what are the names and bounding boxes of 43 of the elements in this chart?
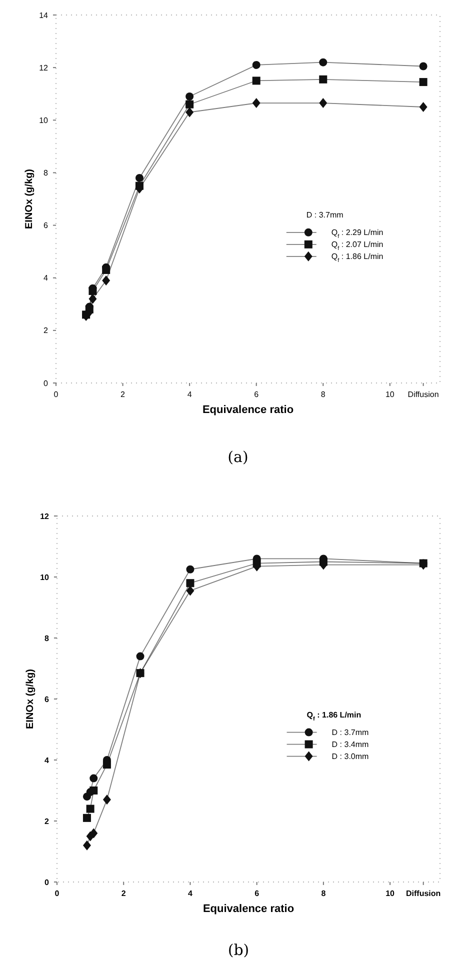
y-tick-label: 4 bbox=[44, 274, 49, 283]
legend-title: Q$_{f}$ : 1.86 L/min bbox=[306, 710, 362, 722]
y-axis-title: EINOx (g/kg) bbox=[24, 168, 35, 230]
x-axis-title: Equivalence ratio bbox=[202, 903, 294, 915]
x-tick-label: 10 bbox=[386, 889, 396, 898]
x-tick-label: 6 bbox=[254, 390, 260, 399]
text: (a) bbox=[228, 448, 248, 466]
x-axis-title: Equivalence ratio bbox=[202, 404, 294, 416]
y-tick-label: 12 bbox=[39, 63, 49, 72]
y-tick-label: 10 bbox=[39, 116, 49, 125]
y-tick-label: 4 bbox=[44, 756, 50, 765]
x-tick-label: 10 bbox=[385, 390, 395, 399]
legend-label: Q$_{f}$ : 2.29 L/min bbox=[331, 228, 384, 240]
x-tick-label: 8 bbox=[320, 390, 326, 399]
y-tick-label: 14 bbox=[39, 10, 49, 20]
y-tick-label: 12 bbox=[40, 512, 50, 521]
legend-label: D : 3.0mm bbox=[332, 752, 370, 762]
y-tick-label: 6 bbox=[44, 694, 50, 704]
legend-label: D : 3.4mm bbox=[332, 740, 370, 750]
y-tick-label: 2 bbox=[44, 816, 50, 826]
text: (b) bbox=[228, 941, 250, 959]
y-tick-label: 10 bbox=[40, 572, 50, 582]
x-tick-label: 4 bbox=[188, 889, 193, 898]
legend-label: Q$_{f}$ : 2.07 L/min bbox=[331, 240, 384, 252]
x-tick-label: 2 bbox=[120, 390, 126, 399]
y-tick-label: 2 bbox=[44, 326, 49, 336]
x-tick-label: Diffusion bbox=[408, 390, 439, 399]
y-tick-label: 6 bbox=[44, 221, 49, 230]
legend-label: D : 3.7mm bbox=[332, 728, 370, 738]
x-tick-label: 2 bbox=[121, 889, 126, 898]
legend-label: Q$_{f}$ : 1.86 L/min bbox=[331, 252, 384, 264]
y-tick-label: 0 bbox=[44, 378, 49, 388]
x-tick-label: 8 bbox=[321, 889, 326, 898]
y-tick-label: 8 bbox=[44, 168, 49, 178]
x-tick-label: 4 bbox=[187, 390, 192, 399]
y-tick-label: 0 bbox=[44, 878, 50, 887]
x-tick-label: 0 bbox=[54, 889, 60, 898]
y-axis-title: EINOx (g/kg) bbox=[25, 668, 36, 730]
x-tick-label: 6 bbox=[254, 889, 260, 898]
y-tick-label: 8 bbox=[44, 634, 50, 643]
x-tick-label: Diffusion bbox=[406, 889, 441, 898]
legend-title: D : 3.7mm bbox=[306, 210, 344, 220]
x-tick-label: 0 bbox=[54, 390, 59, 399]
